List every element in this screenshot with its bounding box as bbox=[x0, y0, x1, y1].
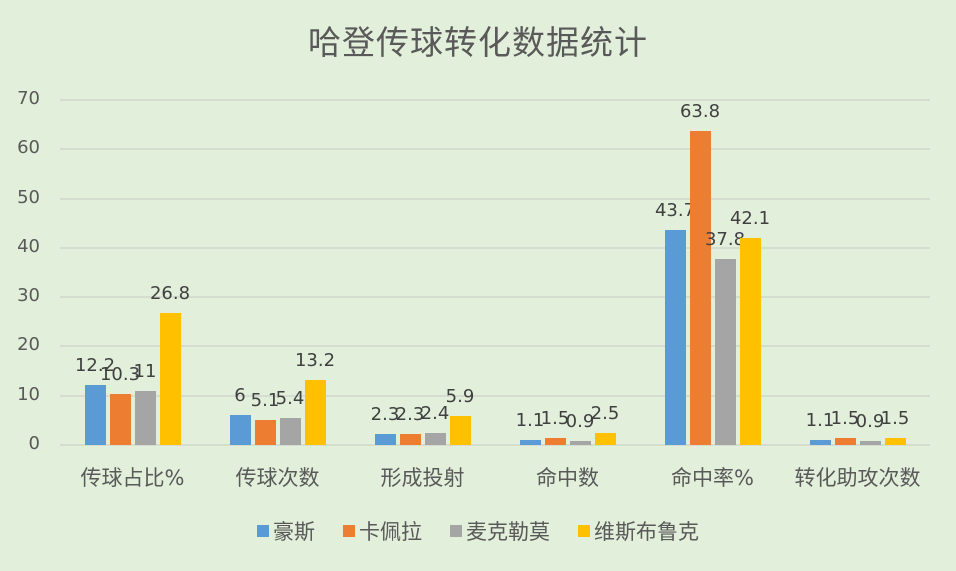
legend-label: 卡佩拉 bbox=[359, 520, 422, 544]
bar bbox=[544, 437, 566, 445]
data-label: 42.1 bbox=[729, 207, 771, 229]
bar bbox=[229, 415, 251, 445]
data-label: 43.7 bbox=[654, 199, 696, 221]
legend-item: 豪斯 bbox=[257, 516, 315, 546]
data-label: 26.8 bbox=[149, 282, 191, 304]
gridline bbox=[60, 394, 930, 397]
legend-swatch-icon bbox=[578, 525, 590, 537]
data-label: 11 bbox=[133, 360, 157, 382]
data-label: 10.3 bbox=[99, 364, 141, 386]
bar bbox=[279, 418, 301, 445]
bar bbox=[714, 258, 736, 445]
data-label: 2.5 bbox=[590, 402, 620, 424]
legend-item: 麦克勒莫 bbox=[450, 516, 550, 546]
legend-item: 维斯布鲁克 bbox=[578, 516, 699, 546]
data-label: 0.9 bbox=[565, 410, 595, 432]
legend-swatch-icon bbox=[343, 525, 355, 537]
gridline bbox=[60, 99, 930, 101]
data-label: 2.3 bbox=[370, 403, 400, 425]
gridline bbox=[60, 296, 930, 299]
x-category-label: 转化助攻次数 bbox=[794, 466, 921, 490]
y-tick-label: 40 bbox=[17, 235, 40, 257]
bar bbox=[84, 384, 106, 445]
data-label: 63.8 bbox=[679, 100, 721, 122]
x-category-label: 命中数 bbox=[536, 466, 599, 490]
x-category-label: 形成投射 bbox=[380, 466, 465, 490]
legend-swatch-icon bbox=[450, 525, 462, 537]
y-tick-label: 10 bbox=[17, 383, 40, 405]
gridline bbox=[60, 197, 930, 200]
legend-label: 维斯布鲁克 bbox=[594, 520, 699, 544]
bar bbox=[809, 439, 831, 445]
y-tick-label: 60 bbox=[17, 137, 40, 159]
gridline bbox=[60, 246, 930, 249]
data-label: 1.5 bbox=[540, 407, 570, 429]
bar bbox=[304, 379, 326, 445]
data-label: 5.1 bbox=[250, 389, 280, 411]
data-label: 0.9 bbox=[855, 410, 885, 432]
bar bbox=[859, 440, 881, 445]
data-label: 5.4 bbox=[275, 388, 305, 410]
bar bbox=[884, 437, 906, 445]
legend: 豪斯 卡佩拉 麦克勒莫 维斯布鲁克 bbox=[0, 516, 956, 546]
data-label: 13.2 bbox=[294, 349, 336, 371]
bar bbox=[519, 439, 541, 445]
bar bbox=[569, 440, 591, 445]
bar bbox=[159, 312, 181, 445]
bar bbox=[374, 433, 396, 445]
bar bbox=[109, 394, 131, 445]
bar bbox=[739, 237, 761, 445]
gridline bbox=[60, 345, 930, 348]
bar bbox=[689, 130, 711, 445]
y-tick-label: 0 bbox=[28, 433, 40, 454]
gridline bbox=[60, 444, 930, 446]
bar bbox=[254, 419, 276, 445]
legend-label: 豪斯 bbox=[273, 520, 315, 544]
x-category-label: 命中率% bbox=[671, 466, 754, 490]
data-label: 37.8 bbox=[704, 228, 746, 250]
data-label: 12.2 bbox=[74, 354, 116, 376]
x-category-label: 传球占比% bbox=[80, 466, 185, 490]
y-tick-label: 20 bbox=[17, 334, 40, 356]
data-label: 1.1 bbox=[805, 409, 835, 431]
legend-swatch-icon bbox=[257, 525, 269, 537]
y-tick-label: 50 bbox=[17, 186, 40, 208]
y-tick-label: 30 bbox=[17, 285, 40, 307]
bar bbox=[399, 433, 421, 445]
bar bbox=[834, 437, 856, 445]
data-label: 1.5 bbox=[830, 407, 860, 429]
bar bbox=[424, 433, 446, 445]
bar bbox=[594, 432, 616, 445]
gridline bbox=[60, 148, 930, 151]
x-category-label: 传球次数 bbox=[235, 466, 320, 490]
bar bbox=[449, 415, 471, 445]
bar bbox=[664, 229, 686, 445]
data-label: 2.4 bbox=[420, 403, 450, 425]
data-label: 2.3 bbox=[395, 403, 425, 425]
y-tick-label: 70 bbox=[17, 88, 40, 109]
data-label: 1.1 bbox=[515, 409, 545, 431]
data-label: 5.9 bbox=[445, 385, 475, 407]
legend-item: 卡佩拉 bbox=[343, 516, 422, 546]
data-label: 1.5 bbox=[880, 407, 910, 429]
legend-label: 麦克勒莫 bbox=[466, 520, 550, 544]
chart-title: 哈登传球转化数据统计 bbox=[308, 23, 648, 62]
bar bbox=[134, 390, 156, 445]
data-label: 6 bbox=[234, 385, 246, 407]
